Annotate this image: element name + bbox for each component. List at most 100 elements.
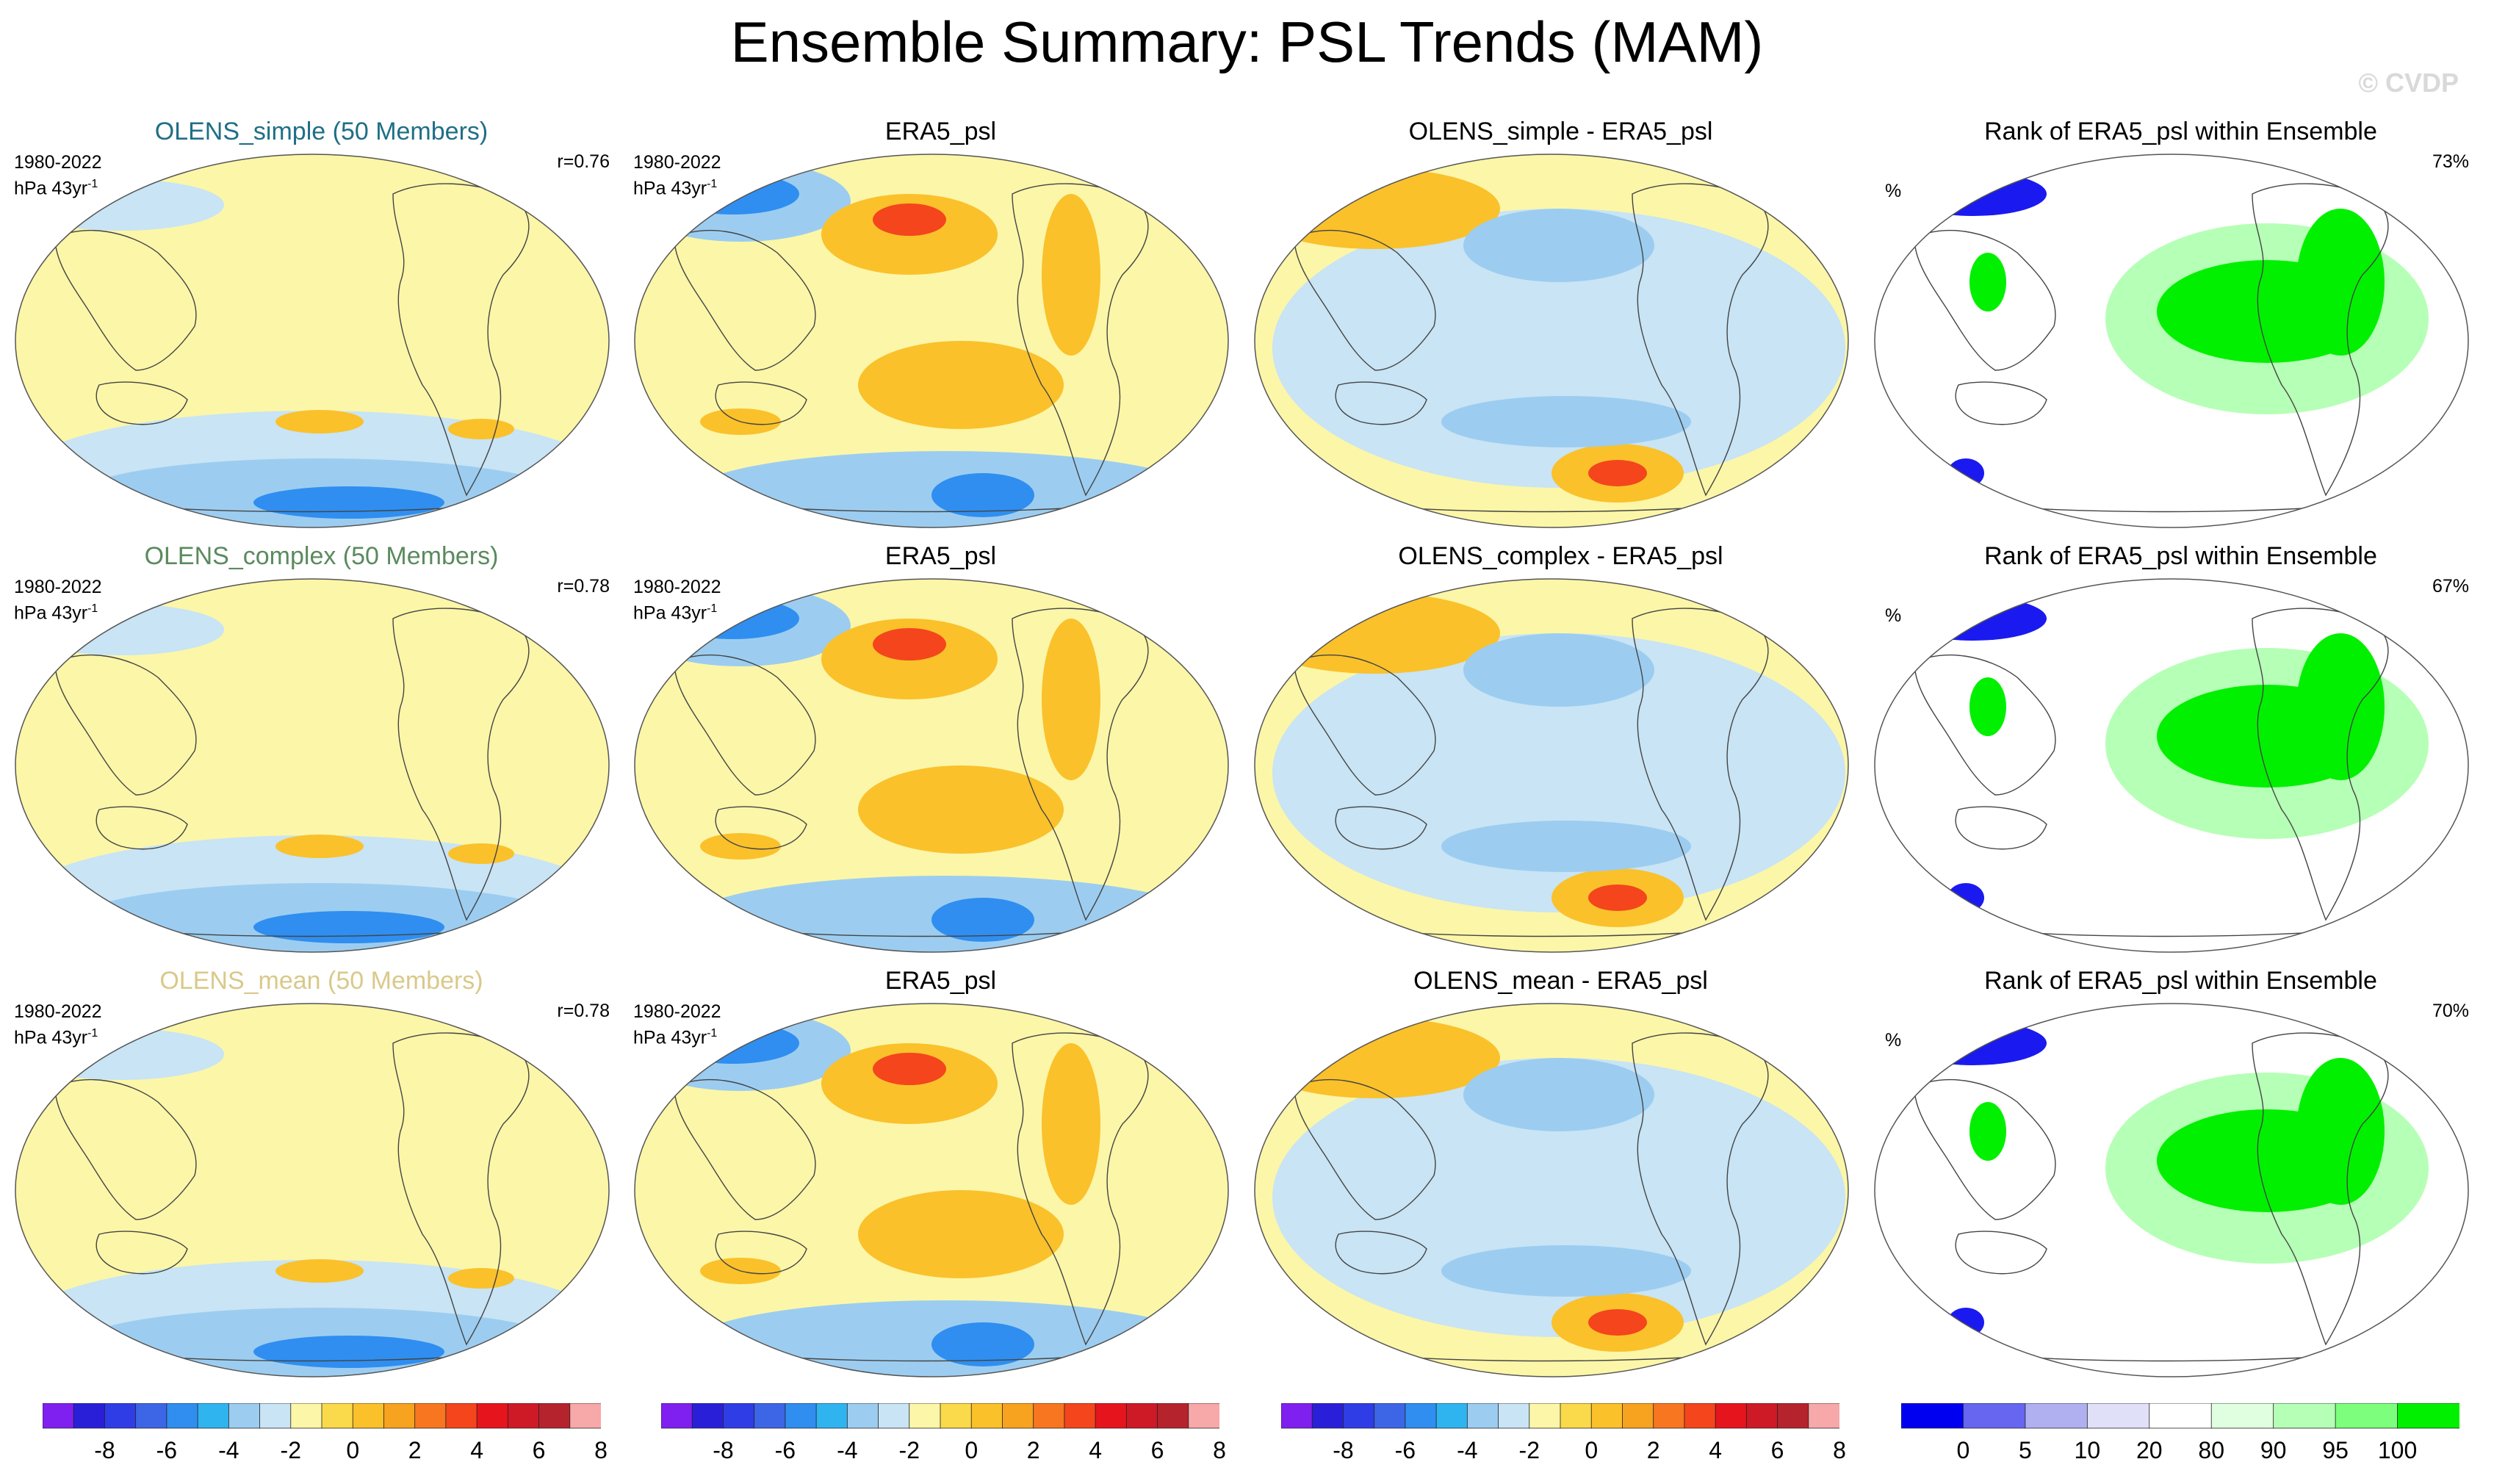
colorbar-tick-label: -8 (1333, 1437, 1354, 1463)
field-contour (275, 835, 364, 858)
field-contour (275, 1259, 364, 1283)
map-panel: Rank of ERA5_psl within Ensemble% 73% (1870, 118, 2491, 544)
colorbar-swatch (2397, 1402, 2460, 1429)
field-contour (1969, 1102, 2006, 1161)
panel-title: OLENS_complex - ERA5_psl (1398, 542, 1723, 570)
colorbar-tick-label: 2 (1026, 1437, 1040, 1463)
field-contour (1272, 209, 1845, 488)
colorbar-swatch (1715, 1402, 1748, 1429)
colorbar-tick-label: -2 (1518, 1437, 1540, 1463)
field-contour (253, 911, 444, 943)
robinson-map (634, 578, 1229, 953)
colorbar-tick-label: -6 (774, 1437, 796, 1463)
coastline (1914, 1078, 2056, 1220)
field-contour (1463, 209, 1654, 282)
colorbar-swatch (1622, 1402, 1654, 1429)
coastline (1335, 806, 1427, 850)
colorbar-tick-label: 4 (1709, 1437, 1723, 1463)
field-contour (667, 1023, 799, 1064)
colorbar: -8 -6 -4 -2 0 2 4 6 8 (1280, 1402, 1846, 1469)
field-contour (931, 1322, 1034, 1366)
field-contour (18, 604, 224, 655)
units-label: % (1885, 605, 1902, 626)
map-panel: OLENS_complex - ERA5_psl (1250, 542, 1871, 968)
field-contour (253, 486, 444, 519)
robinson-map (1254, 1003, 1849, 1377)
robinson-map (1874, 1003, 2469, 1377)
colorbar-tick-label: 90 (2260, 1437, 2287, 1463)
colorbar-swatch (259, 1402, 292, 1429)
units-label: % (1885, 181, 1902, 201)
rank-percent: 67% (2432, 576, 2469, 597)
period-units-label: 1980-2022 hPa 43yr-1 (14, 1001, 102, 1048)
field-contour (1463, 633, 1654, 707)
colorbar-swatch (383, 1402, 416, 1429)
field-contour (931, 473, 1034, 517)
rank-percent: 73% (2432, 151, 2469, 172)
colorbar-swatch (1777, 1402, 1809, 1429)
colorbar-swatch (1745, 1402, 1778, 1429)
colorbar-tick-label: 0 (1585, 1437, 1599, 1463)
colorbar-swatch (1002, 1402, 1034, 1429)
colorbar-swatch (1280, 1402, 1313, 1429)
panel-title: OLENS_complex (50 Members) (144, 542, 499, 570)
field-contour (2296, 633, 2385, 780)
robinson-map (634, 1003, 1229, 1377)
coastline (1294, 229, 1436, 371)
colorbar-swatch (1466, 1402, 1499, 1429)
colorbar-swatch (42, 1402, 75, 1429)
robinson-map (15, 1003, 610, 1377)
colorbar-swatch (73, 1402, 106, 1429)
colorbar-swatch (1374, 1402, 1406, 1429)
colorbar-tick-label: -4 (218, 1437, 239, 1463)
colorbar-tick-label: -6 (156, 1437, 178, 1463)
colorbar-swatch (414, 1402, 447, 1429)
coastline (715, 806, 807, 850)
colorbar-tick-label: 6 (1150, 1437, 1164, 1463)
colorbar: 0 5 10 20 80 90 95 100 (1900, 1402, 2460, 1469)
map-panel: OLENS_mean (50 Members) 1980-2022 hPa 43yr… (11, 967, 632, 1393)
field-contour (1042, 619, 1100, 780)
colorbar-swatch (228, 1402, 261, 1429)
colorbar-swatch (940, 1402, 973, 1429)
colorbar-tick-label: 20 (2136, 1437, 2163, 1463)
field-contour (2296, 1058, 2385, 1205)
page-title: Ensemble Summary: PSL Trends (MAM) (730, 10, 1764, 74)
field-contour (1441, 821, 1691, 872)
colorbar-swatch (2335, 1402, 2399, 1429)
colorbar-swatch (691, 1402, 724, 1429)
colorbar-swatch (1435, 1402, 1468, 1429)
field-contour (873, 203, 946, 236)
colorbar-tick-label: -8 (713, 1437, 734, 1463)
colorbar-tick-label: -8 (94, 1437, 115, 1463)
colorbar-swatch (1560, 1402, 1593, 1429)
period-units-label: 1980-2022 hPa 43yr-1 (14, 577, 102, 624)
colorbar-tick-label: -6 (1394, 1437, 1416, 1463)
coastline (54, 229, 197, 371)
colorbar-tick-label: 95 (2322, 1437, 2349, 1463)
field-contour (18, 1029, 224, 1080)
colorbar-tick-label: 6 (1770, 1437, 1784, 1463)
colorbar-swatch (104, 1402, 137, 1429)
colorbar: -8 -6 -4 -2 0 2 4 6 8 (660, 1402, 1226, 1469)
field-contour (448, 843, 514, 864)
period-units-label: 1980-2022 hPa 43yr-1 (633, 152, 721, 199)
coastline (95, 1231, 188, 1275)
field-contour (1947, 883, 1984, 912)
colorbar-swatch (815, 1402, 848, 1429)
colorbar-tick-label: 8 (1213, 1437, 1226, 1463)
field-contour (253, 1336, 444, 1368)
field-contour (1042, 194, 1100, 356)
field-contour (1947, 1308, 1984, 1337)
colorbar-swatch (2086, 1402, 2150, 1429)
colorbar-swatch (1529, 1402, 1561, 1429)
pattern-correlation: r=0.78 (557, 1001, 610, 1021)
pattern-correlation: r=0.78 (557, 576, 610, 597)
map-panel: Rank of ERA5_psl within Ensemble% 70% (1870, 967, 2491, 1393)
colorbar-swatch (1405, 1402, 1438, 1429)
colorbar-tick-label: 10 (2074, 1437, 2101, 1463)
field-contour (873, 1053, 946, 1085)
colorbar-swatch (1808, 1402, 1840, 1429)
colorbar-tick-label: -2 (898, 1437, 920, 1463)
